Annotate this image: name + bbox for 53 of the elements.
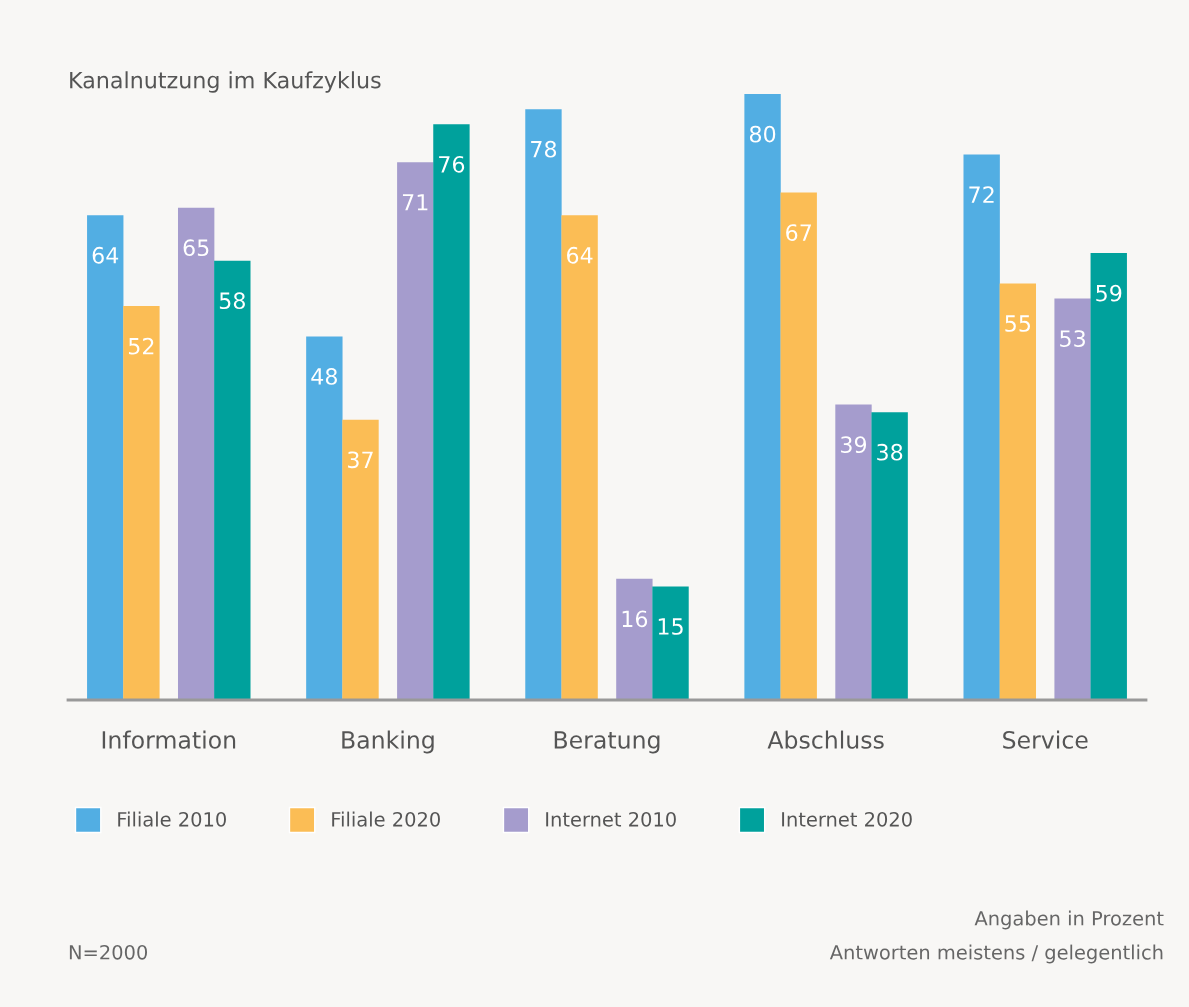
data-label: 37 [348,451,373,469]
data-label: 38 [877,443,903,461]
bar [561,215,598,700]
data-label: 48 [311,368,337,385]
bar [616,578,653,700]
bar [87,215,124,700]
bar [1054,298,1091,700]
data-label: 52 [128,337,154,355]
bar [123,306,160,700]
text: Angaben in Prozent [974,910,1164,930]
legend-label: Internet 2010 [546,811,676,827]
chart-title: Kanalnutzung im Kaufzyklus [70,71,381,93]
bar [397,162,434,700]
x-tick-label: Beratung [554,731,660,754]
data-label: 58 [219,292,245,310]
x-tick-label: Banking [342,730,434,754]
bar [871,412,908,700]
data-label: 71 [402,194,428,211]
bar [835,404,872,700]
data-label: 72 [969,186,994,203]
data-label: 53 [1060,330,1085,347]
data-label: 55 [1005,315,1031,332]
text: Antworten meistens / gelegentlich [829,944,1163,964]
bar [433,124,470,700]
bar [1090,253,1127,700]
data-label: 15 [658,618,683,635]
bar [744,94,781,700]
bar [525,109,562,700]
x-tick-label: Information [102,730,236,749]
data-label: 67 [786,224,811,241]
bar [999,283,1037,700]
data-label: 59 [1096,284,1122,302]
x-tick-label: Abschluss [767,730,884,749]
data-label: 64 [92,246,119,264]
legend-label: Filiale 2010 [118,811,226,827]
legend-label: Filiale 2020 [332,811,440,827]
bar [306,336,343,700]
data-label: 80 [749,125,776,143]
x-tick-label: Service [1003,730,1088,749]
bar [214,260,251,700]
data-label: 16 [622,610,648,628]
data-label: 64 [567,246,593,264]
data-label: 65 [183,239,209,257]
bar [177,207,215,700]
legend-label: Internet 2020 [782,811,912,827]
data-label: 39 [841,436,867,454]
data-label: 76 [439,155,465,173]
bar [963,154,1000,700]
bar [342,419,379,700]
bar [780,192,817,700]
bar [652,586,689,700]
data-label: 78 [531,140,557,158]
text: N=2000 [69,944,148,960]
